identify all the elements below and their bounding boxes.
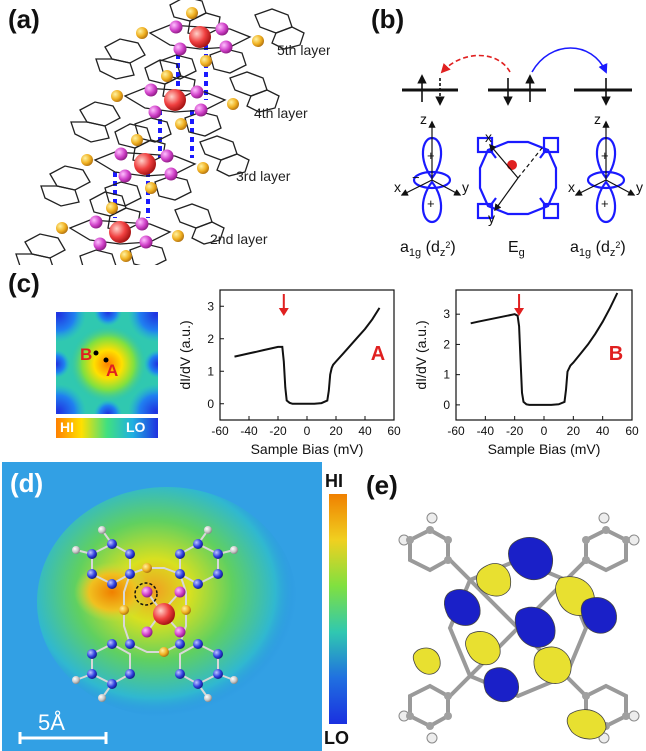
axis-x-mid: x bbox=[485, 129, 492, 145]
layer-label-2: 2nd layer bbox=[210, 231, 268, 247]
point-B-label: B bbox=[80, 345, 92, 364]
x-tick-label: -60 bbox=[211, 424, 229, 438]
y-axis-label: dI/dV (a.u.) bbox=[177, 320, 193, 389]
x-tick-label: -40 bbox=[477, 424, 495, 438]
x-tick-label: -20 bbox=[506, 424, 524, 438]
plus-top-left: + bbox=[427, 148, 435, 163]
x-tick-label: -20 bbox=[269, 424, 287, 438]
layer-label-3: 3rd layer bbox=[236, 168, 291, 184]
x-axis-label: Sample Bias (mV) bbox=[488, 441, 601, 457]
axis-y-mid: y bbox=[488, 210, 495, 226]
axis-y-right: y bbox=[636, 179, 643, 195]
panel-b-label: (b) bbox=[371, 4, 405, 34]
panel-a-label: (a) bbox=[8, 4, 40, 34]
x-tick-label: -40 bbox=[240, 424, 258, 438]
panel-d-colorbar-hi: HI bbox=[325, 471, 343, 491]
spectrum-name-label: B bbox=[609, 343, 623, 365]
gap-edge-arrow-head bbox=[278, 308, 289, 316]
x-tick-label: 20 bbox=[567, 424, 581, 438]
dIdV-molecule-map: 5Å bbox=[2, 462, 322, 751]
y-tick-label: 2 bbox=[443, 337, 450, 351]
x-tick-label: 40 bbox=[596, 424, 610, 438]
plus-bottom-left: + bbox=[427, 196, 435, 211]
map-colorbar-hi: HI bbox=[60, 419, 74, 435]
layer-label-4: 4th layer bbox=[254, 105, 308, 121]
x-tick-label: 60 bbox=[625, 424, 639, 438]
axis-y-left: y bbox=[462, 179, 469, 195]
orbital-label-left: a1g (dz2) bbox=[400, 239, 456, 259]
highlight-circle bbox=[134, 582, 158, 606]
axis-z-right: z bbox=[594, 111, 601, 127]
stacked-molecule-illustration: 5th layer 4th layer 3rd layer 2nd layer bbox=[15, 0, 330, 265]
dIdV-spectrum-A: -60 -40 -20 0 20 40 60 0 1 2 3 Sample Bias (mV) dI/d… bbox=[177, 289, 401, 457]
map-colorbar bbox=[56, 418, 158, 438]
central-metal-atom bbox=[153, 603, 175, 625]
point-A-label: A bbox=[106, 361, 118, 380]
y-tick-label: 2 bbox=[207, 332, 214, 346]
y-axis-label: dI/dV (a.u.) bbox=[413, 320, 429, 389]
gap-edge-arrow-head bbox=[514, 308, 525, 316]
x-tick-label: 60 bbox=[387, 424, 401, 438]
y-tick-label: 1 bbox=[207, 364, 214, 378]
x-tick-label: 20 bbox=[329, 424, 343, 438]
map-colorbar-lo: LO bbox=[126, 419, 146, 435]
dIdV-map: B A bbox=[56, 312, 158, 414]
y-tick-label: 0 bbox=[207, 397, 214, 411]
x-tick-label: 0 bbox=[541, 424, 548, 438]
axis-x-left: x bbox=[394, 179, 401, 195]
series-line-B bbox=[470, 292, 619, 406]
y-tick-label: 1 bbox=[443, 368, 450, 382]
panel-d-colorbar bbox=[329, 494, 347, 724]
orbital-diagram: z x y + + − x y z x y + + a1g (dz2) Eg bbox=[394, 47, 643, 259]
plot-frame bbox=[455, 289, 633, 421]
eg-center-atom bbox=[507, 160, 517, 170]
layer-label-5: 5th layer bbox=[277, 42, 330, 58]
panel-e-label: (e) bbox=[366, 470, 398, 500]
axis-x-right: x bbox=[568, 179, 575, 195]
orbital-label-mid: Eg bbox=[508, 239, 525, 259]
orbital-label-right: a1g (dz2) bbox=[570, 239, 626, 259]
x-tick-label: -60 bbox=[447, 424, 465, 438]
y-tick-label: 3 bbox=[443, 307, 450, 321]
plus-top-right: + bbox=[601, 148, 609, 163]
x-tick-label: 40 bbox=[358, 424, 372, 438]
x-axis-label: Sample Bias (mV) bbox=[251, 441, 364, 457]
y-tick-label: 3 bbox=[207, 299, 214, 313]
dIdV-spectrum-B: -60 -40 -20 0 20 40 60 0 1 2 3 Sample Bias (mV) dI/d… bbox=[413, 289, 639, 457]
spectrum-name-label: A bbox=[371, 343, 385, 365]
plus-bottom-right: + bbox=[601, 196, 609, 211]
panel-c-label: (c) bbox=[8, 268, 40, 298]
y-tick-label: 0 bbox=[443, 398, 450, 412]
x-tick-label: 0 bbox=[304, 424, 311, 438]
point-B-marker bbox=[93, 350, 99, 356]
panel-d-label: (d) bbox=[10, 468, 44, 498]
axis-z-left: z bbox=[420, 111, 427, 127]
point-A-marker bbox=[103, 357, 109, 363]
orbital-isosurface bbox=[398, 512, 640, 744]
panel-d-colorbar-lo: LO bbox=[324, 728, 349, 748]
scalebar-label: 5Å bbox=[38, 710, 65, 735]
minus-left: − bbox=[412, 170, 420, 185]
series-line-A bbox=[234, 307, 381, 405]
